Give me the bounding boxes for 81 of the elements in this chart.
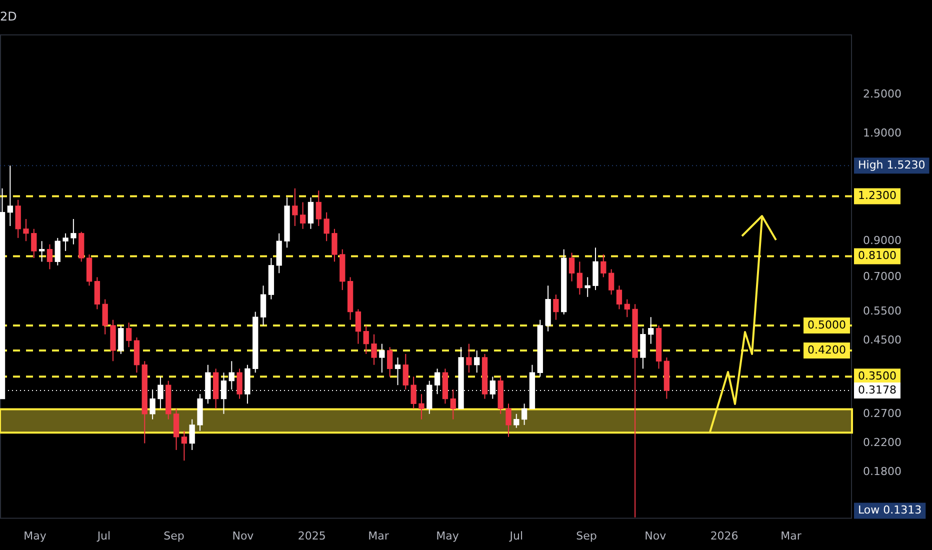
candlestick — [7, 165, 13, 226]
x-tick-label: May — [436, 529, 460, 542]
y-tick-label: 0.5500 — [863, 304, 902, 318]
candlestick — [506, 403, 512, 438]
candlestick — [418, 394, 424, 420]
candlestick — [371, 334, 377, 366]
candlestick — [553, 294, 559, 320]
candlestick — [38, 240, 45, 262]
candlestick — [23, 218, 29, 242]
candlestick — [332, 228, 338, 262]
candlestick — [474, 350, 480, 374]
candlestick — [70, 218, 76, 245]
candlestick — [181, 430, 188, 462]
candlestick — [514, 413, 520, 428]
ref-line-label: 0.8100 — [858, 249, 896, 262]
candlestick — [355, 308, 362, 344]
candlestick — [189, 418, 195, 450]
candlestick — [466, 343, 472, 374]
candlestick — [640, 328, 646, 370]
candlestick — [450, 389, 456, 420]
y-tick-label: 0.4500 — [863, 333, 902, 346]
ref-line-label: 0.4200 — [808, 343, 846, 356]
x-tick-label: 2025 — [298, 529, 326, 542]
candlestick — [624, 298, 630, 318]
text: Low 0.1313 — [858, 504, 922, 517]
candlestick — [387, 346, 393, 378]
candlestick — [300, 202, 306, 230]
candlestick — [260, 285, 266, 326]
candlestick — [324, 212, 330, 242]
candlestick — [316, 190, 322, 226]
ref-line-label: 0.3178 — [858, 383, 896, 396]
candlestick — [308, 196, 314, 230]
x-tick-label: Nov — [232, 529, 254, 542]
x-tick-label: Nov — [644, 529, 667, 542]
ref-line-label: 0.3500 — [858, 370, 896, 383]
candlestick — [568, 252, 575, 282]
candlestick — [150, 389, 156, 420]
candlestick — [576, 261, 583, 296]
x-tick-label: Jul — [96, 529, 111, 542]
x-tick-label: Mar — [780, 529, 802, 542]
candlestick — [648, 316, 654, 344]
y-tick-label: 0.9000 — [863, 234, 902, 247]
y-tick-label: 0.1800 — [863, 464, 902, 478]
candlestick — [46, 244, 53, 270]
candlestick — [410, 376, 416, 410]
candlestick — [15, 199, 21, 238]
candlestick — [173, 408, 180, 450]
candlestick — [118, 324, 124, 354]
candlestick — [228, 360, 234, 390]
x-tick-label: Mar — [368, 529, 390, 542]
chart-title: 2D — [0, 9, 17, 24]
candlestick — [31, 228, 37, 259]
x-tick-label: May — [24, 529, 47, 542]
ref-line-label: 1.2300 — [858, 189, 896, 202]
y-tick-label: 1.9000 — [863, 126, 902, 140]
candlestick — [126, 322, 132, 348]
candlestick — [292, 188, 298, 226]
candlestick — [94, 276, 100, 310]
x-tick-label: 2026 — [710, 529, 738, 542]
candlestick — [62, 232, 68, 252]
candlestick — [600, 254, 606, 278]
y-tick-label: 2.5000 — [863, 87, 902, 100]
candlestick — [363, 324, 369, 354]
candlestick — [54, 237, 60, 266]
candlestick — [236, 368, 242, 400]
candlestick — [616, 285, 622, 310]
candlestick — [608, 268, 614, 296]
ref-line-label: High 1.5230 — [858, 158, 926, 172]
candlestick — [521, 403, 528, 426]
y-tick-label: 0.7000 — [863, 270, 902, 284]
x-tick-label: Jul — [508, 529, 524, 542]
candlestick — [402, 353, 408, 390]
candlestick — [394, 357, 401, 386]
y-tick-label: 0.2700 — [863, 406, 902, 420]
x-tick-label: Sep — [164, 529, 184, 542]
x-tick-label: Sep — [576, 529, 597, 542]
y-tick-label: 0.2200 — [863, 436, 902, 450]
candlestick — [379, 343, 385, 374]
candlestick — [102, 298, 108, 335]
candlestick — [86, 254, 92, 286]
ref-line-label: 0.5000 — [808, 318, 846, 332]
